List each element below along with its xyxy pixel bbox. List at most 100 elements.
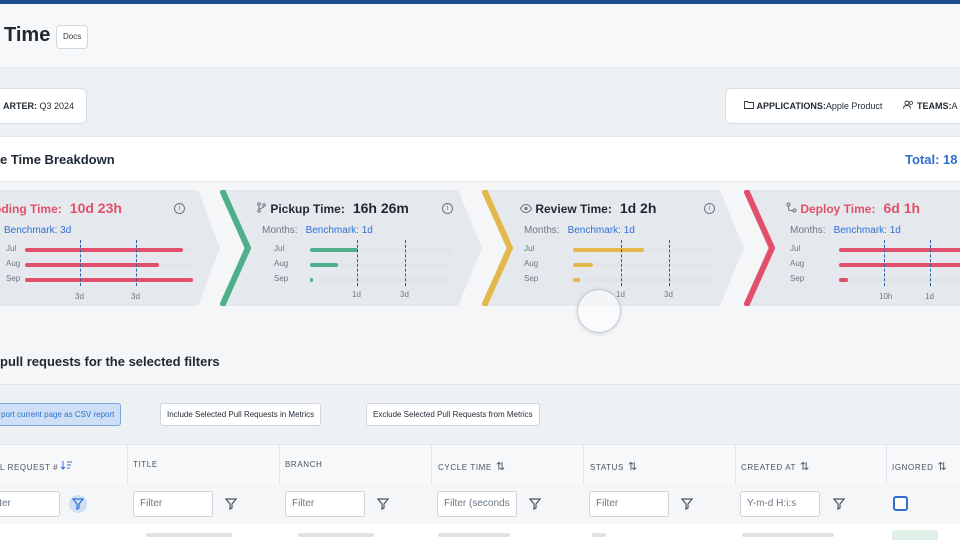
cycle-time-filter-input[interactable]: Filter (seconds [437,491,517,517]
benchmark-line [884,240,885,286]
col-cycle-time[interactable]: CYCLE TIME ⇅ [438,461,506,473]
teams-filter-value: A [951,101,958,111]
export-csv-button[interactable]: port current page as CSV report [0,403,122,426]
applications-teams-filter[interactable]: APPLICATIONS:Apple Product TEAMS:A [725,88,960,124]
month-label: Sep [790,274,805,283]
col-status[interactable]: STATUS ⇅ [590,461,638,473]
col-title[interactable]: TITLE [133,460,158,469]
benchmark-line [621,240,622,286]
info-icon[interactable]: i [704,203,715,214]
stage-coding[interactable]: oding Time: 10d 23h i Benchmark: 3d Jul Au… [0,190,220,306]
filter-icon[interactable] [222,495,240,513]
filter-icon[interactable] [69,495,87,513]
table-row[interactable] [0,524,960,540]
table-cell-placeholder [592,533,606,537]
table-cell-placeholder [742,533,834,537]
sort-icon[interactable]: ⇅ [495,461,506,473]
include-selected-button[interactable]: Include Selected Pull Requests in Metric… [160,403,322,426]
stage-deploy-benchmark: Months: Benchmark: 1d [790,225,901,236]
axis-tick-label: 3d [664,290,673,299]
month-label: Jul [274,244,285,253]
stage-coding-benchmark: Benchmark: 3d [4,225,72,236]
sort-asc-icon[interactable] [60,461,73,472]
month-label: Jul [790,244,801,253]
filter-icon[interactable] [374,495,392,513]
axis-tick-label: 1d [352,290,361,299]
page-title: Time [4,24,51,46]
quarter-filter[interactable]: ARTER: Q3 2024 [0,88,87,124]
stage-coding-title: oding Time: 10d 23h [0,200,122,216]
sort-icon[interactable]: ⇅ [800,461,810,473]
month-bar[interactable] [310,248,358,252]
month-bar[interactable] [573,263,593,267]
month-bar[interactable] [839,278,848,282]
benchmark-line [669,240,670,286]
ignored-filter-checkbox[interactable] [893,496,908,511]
status-filter-input[interactable]: Filter [589,491,669,517]
month-label: Jul [6,244,17,253]
col-created-at[interactable]: CREATED AT ⇅ [741,461,810,473]
month-label: Jul [524,244,535,253]
month-bar[interactable] [839,263,960,267]
benchmark-line [405,240,406,286]
stage-review-benchmark: Months: Benchmark: 1d [524,225,635,236]
axis-tick-label: 3d [400,290,409,299]
title-filter-input[interactable]: Filter [133,491,213,517]
info-icon[interactable]: i [442,203,453,214]
created-at-filter-input[interactable]: Y-m-d H:i:s [740,491,820,517]
quarter-filter-label: ARTER: [3,101,37,111]
applications-filter-value: Apple Product [825,101,883,111]
branch-icon [256,202,270,216]
stage-review[interactable]: Review Time: 1d 2h i Months: Benchmark: 1d… [482,190,744,306]
month-label: Sep [524,274,539,283]
docs-button[interactable]: Docs [56,25,89,49]
col-branch[interactable]: BRANCH [285,460,323,469]
axis-tick-label: 3d [75,292,84,301]
month-bar-track [573,263,715,267]
col-pull-request[interactable]: L REQUEST # [0,460,73,472]
applications-filter-label: APPLICATIONS: [756,101,826,111]
month-bar-track [573,248,715,252]
month-bar[interactable] [573,248,644,252]
axis-tick-label: 1d [616,290,625,299]
month-bar[interactable] [310,263,338,267]
table-cell-placeholder [438,533,510,537]
axis-tick-label: 3d [131,292,140,301]
month-bar[interactable] [573,278,580,282]
exclude-selected-button[interactable]: Exclude Selected Pull Requests from Metr… [366,403,540,426]
month-bar[interactable] [25,248,183,252]
stage-pickup[interactable]: Pickup Time: 16h 26m i Months: Benchmark: … [220,190,482,306]
sort-icon[interactable]: ⇅ [627,461,638,473]
month-bar-track [310,278,452,282]
folder-icon [744,101,757,111]
users-icon [903,100,917,111]
pr-table-header [0,444,960,484]
month-bar[interactable] [310,278,313,282]
info-icon[interactable]: i [174,203,185,214]
stage-deploy[interactable]: Deploy Time: 6d 1h Months: Benchmark: 1d J… [744,190,960,306]
deploy-icon [786,202,800,216]
month-bar[interactable] [839,248,960,252]
filter-icon[interactable] [830,495,848,513]
benchmark-line [930,240,931,286]
filter-icon[interactable] [678,495,696,513]
page-header: Time Docs [0,4,960,68]
col-ignored[interactable]: IGNORED ⇅ [892,461,948,473]
month-label: Sep [6,274,21,283]
stage-pickup-title: Pickup Time: 16h 26m [256,200,409,216]
month-label: Aug [524,259,539,268]
month-bar-track [310,263,452,267]
table-cell-placeholder [298,533,374,537]
month-label: Sep [274,274,289,283]
quarter-filter-value: Q3 2024 [39,101,75,111]
branch-filter-input[interactable]: Filter [285,491,365,517]
eye-icon [519,202,535,216]
filter-icon[interactable] [526,495,544,513]
axis-tick-label: 10h [879,292,893,301]
sort-icon[interactable]: ⇅ [937,461,948,473]
month-bar-track [573,278,715,282]
ignored-status-badge [892,530,938,540]
month-bar[interactable] [25,278,193,282]
pr-number-filter-input[interactable]: lter [0,491,60,517]
month-bar[interactable] [25,263,159,267]
